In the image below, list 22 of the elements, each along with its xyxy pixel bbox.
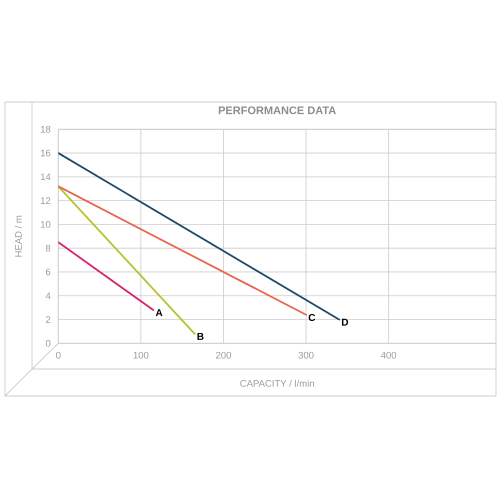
y-tick-label: 16 bbox=[40, 150, 50, 156]
y-tick-label: 0 bbox=[46, 340, 50, 347]
y-tick-label: 14 bbox=[40, 174, 50, 180]
x-tick-label: 300 bbox=[298, 352, 314, 359]
y-tick-label: 2 bbox=[46, 316, 50, 323]
series-label: D bbox=[342, 318, 348, 326]
y-tick-label: 8 bbox=[46, 244, 50, 252]
x-tick-label: 100 bbox=[134, 352, 148, 359]
y-tick-label: 18 bbox=[40, 126, 50, 133]
y-tick-label: 6 bbox=[46, 268, 50, 276]
y-tick-label: 12 bbox=[40, 197, 50, 204]
chart-title: PERFORMANCE DATA bbox=[218, 106, 336, 114]
y-tick-label: 10 bbox=[40, 221, 50, 228]
series-label: A bbox=[156, 309, 162, 316]
x-tick-label: 200 bbox=[216, 352, 232, 359]
x-tick-label: 0 bbox=[56, 352, 61, 359]
y-axis-title: HEAD / m bbox=[14, 216, 22, 257]
x-axis-title: CAPACITY / l/min bbox=[240, 380, 314, 387]
series-label: B bbox=[197, 332, 204, 340]
y-tick-label: 4 bbox=[46, 292, 50, 300]
x-tick-label: 400 bbox=[380, 352, 396, 359]
series-label: C bbox=[308, 314, 316, 322]
